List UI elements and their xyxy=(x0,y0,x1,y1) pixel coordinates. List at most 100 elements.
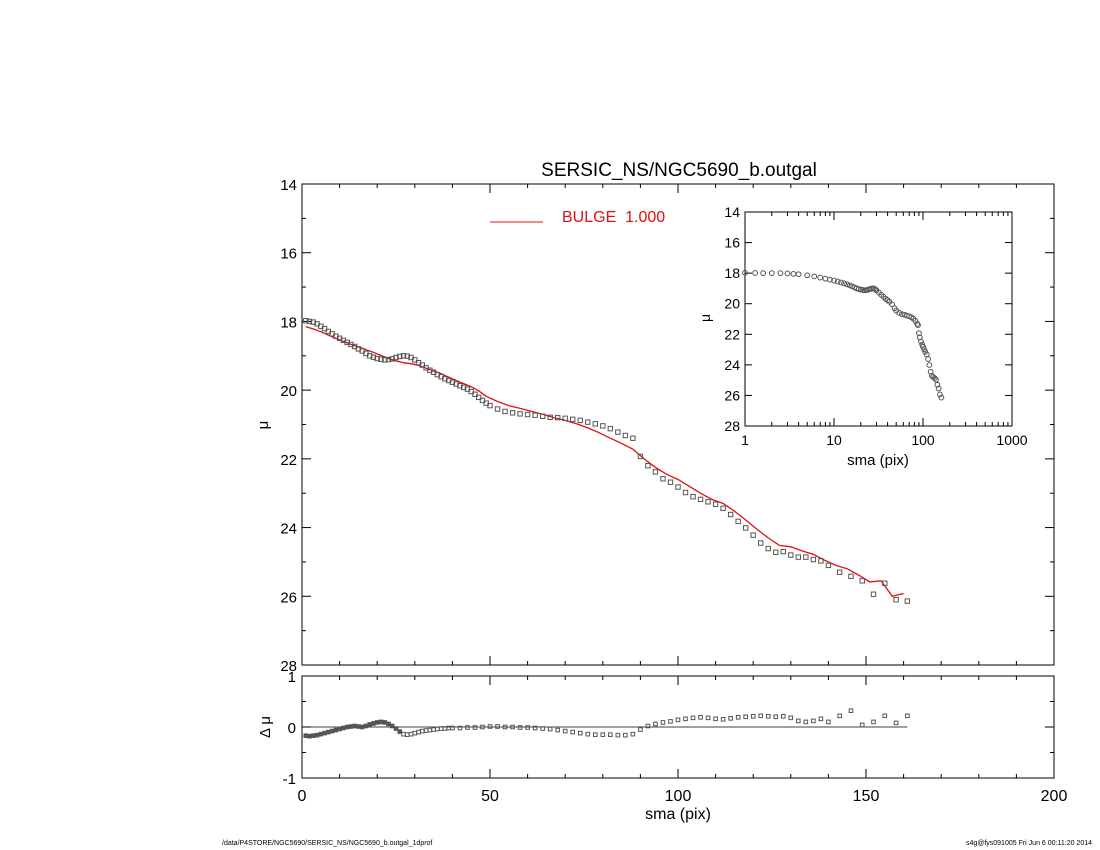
residual-x-tick-label: 200 xyxy=(1041,788,1068,805)
inset-y-tick-label: 14 xyxy=(724,204,740,220)
profile-data-point xyxy=(765,545,771,552)
profile-data-point xyxy=(554,414,561,421)
inset-data-point xyxy=(916,330,922,337)
profile-data-point xyxy=(412,357,418,363)
main-y-tick-label: 24 xyxy=(280,521,297,538)
profile-data-point xyxy=(622,432,629,439)
inset-data-point xyxy=(921,346,928,353)
inset-profile-series xyxy=(742,269,945,401)
profile-data-point xyxy=(472,391,478,397)
residual-data-point xyxy=(333,727,339,733)
residual-data-point xyxy=(765,713,771,719)
residual-data-point xyxy=(859,722,865,728)
residual-data-point xyxy=(393,726,399,731)
inset-plot-frame xyxy=(744,211,1013,427)
inset-x-tick-label: 1 xyxy=(741,432,749,448)
residual-data-point xyxy=(562,728,568,734)
profile-data-point xyxy=(675,484,681,490)
inset-data-point xyxy=(752,270,759,276)
residual-data-point xyxy=(743,714,748,720)
bulge-model-line xyxy=(305,325,904,598)
residual-data-point xyxy=(773,714,779,720)
profile-data-point xyxy=(825,562,832,569)
inset-data-point xyxy=(777,270,784,277)
profile-data-point xyxy=(712,501,719,507)
inset-data-point xyxy=(914,320,921,327)
observed-profile-series xyxy=(303,318,911,604)
residual-y-tick-label: -1 xyxy=(283,771,296,788)
main-panel: SERSIC_NS/NGC5690_b.outgal 14 16 18 20 22 24 2… xyxy=(255,160,1055,675)
profile-data-point xyxy=(882,580,888,586)
residual-data-point xyxy=(344,724,350,730)
footer-timestamp: s4g@fys091005 Fri Jun 6 00:11:20 2014 xyxy=(965,840,1092,847)
residual-x-axis-label: sma (pix) xyxy=(645,806,711,823)
profile-data-point xyxy=(690,493,696,500)
bulge-model-series xyxy=(305,325,904,598)
profile-data-point xyxy=(479,397,486,404)
profile-data-point xyxy=(389,356,395,362)
residual-x-tick-label: 50 xyxy=(481,788,499,805)
profile-data-point xyxy=(487,402,493,409)
residual-data-point xyxy=(348,724,354,729)
inset-data-point xyxy=(844,281,850,288)
chart-title: SERSIC_NS/NGC5690_b.outgal xyxy=(541,160,817,181)
inset-x-tick-labels: 1 10 100 1000 xyxy=(741,432,1028,448)
inset-x-tick-label: 1000 xyxy=(996,432,1027,448)
residual-data-point xyxy=(882,713,888,719)
inset-data-point xyxy=(846,282,853,289)
profile-data-point xyxy=(419,362,426,368)
inset-data-point xyxy=(925,356,931,362)
residual-y-axis-label: Δ μ xyxy=(257,716,274,738)
inset-data-point xyxy=(899,311,905,318)
residual-x-tick-labels: 0 50 100 150 200 xyxy=(298,788,1068,805)
profile-data-point xyxy=(904,598,911,604)
residual-data-point xyxy=(450,725,455,731)
inset-data-point xyxy=(935,385,942,392)
inset-data-point xyxy=(926,362,933,368)
profile-data-point xyxy=(547,414,553,420)
profile-data-point xyxy=(562,415,568,422)
residual-data-point xyxy=(788,715,794,721)
residual-data-point xyxy=(465,725,470,730)
residual-data-point xyxy=(660,720,666,725)
residual-data-point xyxy=(367,722,372,727)
profile-data-point xyxy=(818,558,824,564)
residual-data-point xyxy=(303,733,309,738)
profile-data-point xyxy=(773,549,779,556)
residual-data-point xyxy=(585,731,591,737)
residual-data-point xyxy=(720,717,726,722)
residual-data-point xyxy=(502,724,508,730)
profile-data-point xyxy=(303,318,309,324)
residual-data-point xyxy=(645,723,651,729)
inset-data-point xyxy=(934,381,941,388)
residual-data-point xyxy=(359,724,365,730)
inset-y-tick-labels: 14 16 18 20 22 24 26 28 xyxy=(724,204,740,434)
residual-data-point xyxy=(480,724,485,730)
profile-data-point xyxy=(468,388,474,395)
residual-data-point xyxy=(728,716,733,721)
inset-data-point xyxy=(838,279,844,286)
inset-data-point xyxy=(831,277,837,284)
residual-data-point xyxy=(329,728,335,734)
residual-data-point xyxy=(848,708,854,713)
inset-data-point xyxy=(817,274,824,281)
residual-data-point xyxy=(796,718,801,724)
profile-data-point xyxy=(780,548,786,555)
residual-data-point xyxy=(337,726,342,732)
residual-data-point xyxy=(653,721,658,727)
residual-axis-ticks xyxy=(301,675,1055,779)
profile-data-point xyxy=(404,353,410,359)
profile-data-point xyxy=(652,469,659,475)
residual-data-point xyxy=(389,723,395,729)
main-y-tick-label: 14 xyxy=(280,177,297,194)
inset-data-point xyxy=(768,270,775,277)
inset-data-point xyxy=(827,276,833,283)
residual-data-point xyxy=(668,719,673,724)
residual-data-point xyxy=(592,732,598,737)
main-y-tick-label: 16 xyxy=(280,246,297,263)
residual-data-point xyxy=(615,732,621,738)
profile-data-point xyxy=(859,578,865,584)
profile-data-point xyxy=(742,525,749,531)
residual-data-point xyxy=(608,732,613,737)
residual-y-tick-labels: -1 0 1 xyxy=(283,669,296,788)
